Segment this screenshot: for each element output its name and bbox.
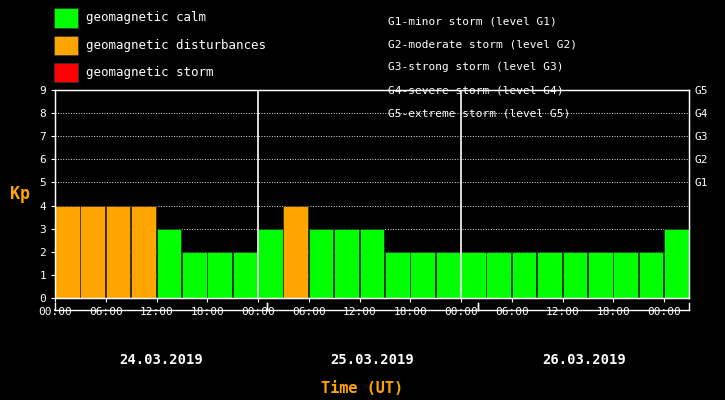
Text: Kp: Kp	[10, 185, 30, 203]
Bar	[207, 252, 232, 298]
Bar	[639, 252, 663, 298]
Text: Time (UT): Time (UT)	[321, 381, 404, 396]
Bar	[588, 252, 613, 298]
Bar	[55, 206, 80, 298]
Text: 24.03.2019: 24.03.2019	[119, 353, 203, 367]
Text: geomagnetic storm: geomagnetic storm	[86, 66, 213, 79]
Text: geomagnetic calm: geomagnetic calm	[86, 12, 206, 24]
Bar	[283, 206, 308, 298]
Bar	[512, 252, 536, 298]
Bar	[436, 252, 460, 298]
Bar	[664, 229, 689, 298]
Bar	[131, 206, 156, 298]
Bar	[233, 252, 257, 298]
Text: 26.03.2019: 26.03.2019	[542, 353, 626, 367]
Bar	[486, 252, 511, 298]
Text: 25.03.2019: 25.03.2019	[331, 353, 414, 367]
Bar	[309, 229, 334, 298]
Bar	[385, 252, 410, 298]
Bar	[360, 229, 384, 298]
Text: G2-moderate storm (level G2): G2-moderate storm (level G2)	[388, 39, 577, 49]
Text: geomagnetic disturbances: geomagnetic disturbances	[86, 39, 265, 52]
Bar	[613, 252, 638, 298]
Text: G4-severe storm (level G4): G4-severe storm (level G4)	[388, 86, 563, 96]
Bar	[106, 206, 130, 298]
Bar	[537, 252, 562, 298]
Bar	[334, 229, 359, 298]
Bar	[258, 229, 283, 298]
Bar	[410, 252, 435, 298]
Bar	[461, 252, 486, 298]
Bar	[563, 252, 587, 298]
Bar	[80, 206, 105, 298]
Text: G1-minor storm (level G1): G1-minor storm (level G1)	[388, 16, 557, 26]
Text: G5-extreme storm (level G5): G5-extreme storm (level G5)	[388, 109, 570, 119]
Bar	[157, 229, 181, 298]
Bar	[182, 252, 207, 298]
Text: G3-strong storm (level G3): G3-strong storm (level G3)	[388, 62, 563, 72]
